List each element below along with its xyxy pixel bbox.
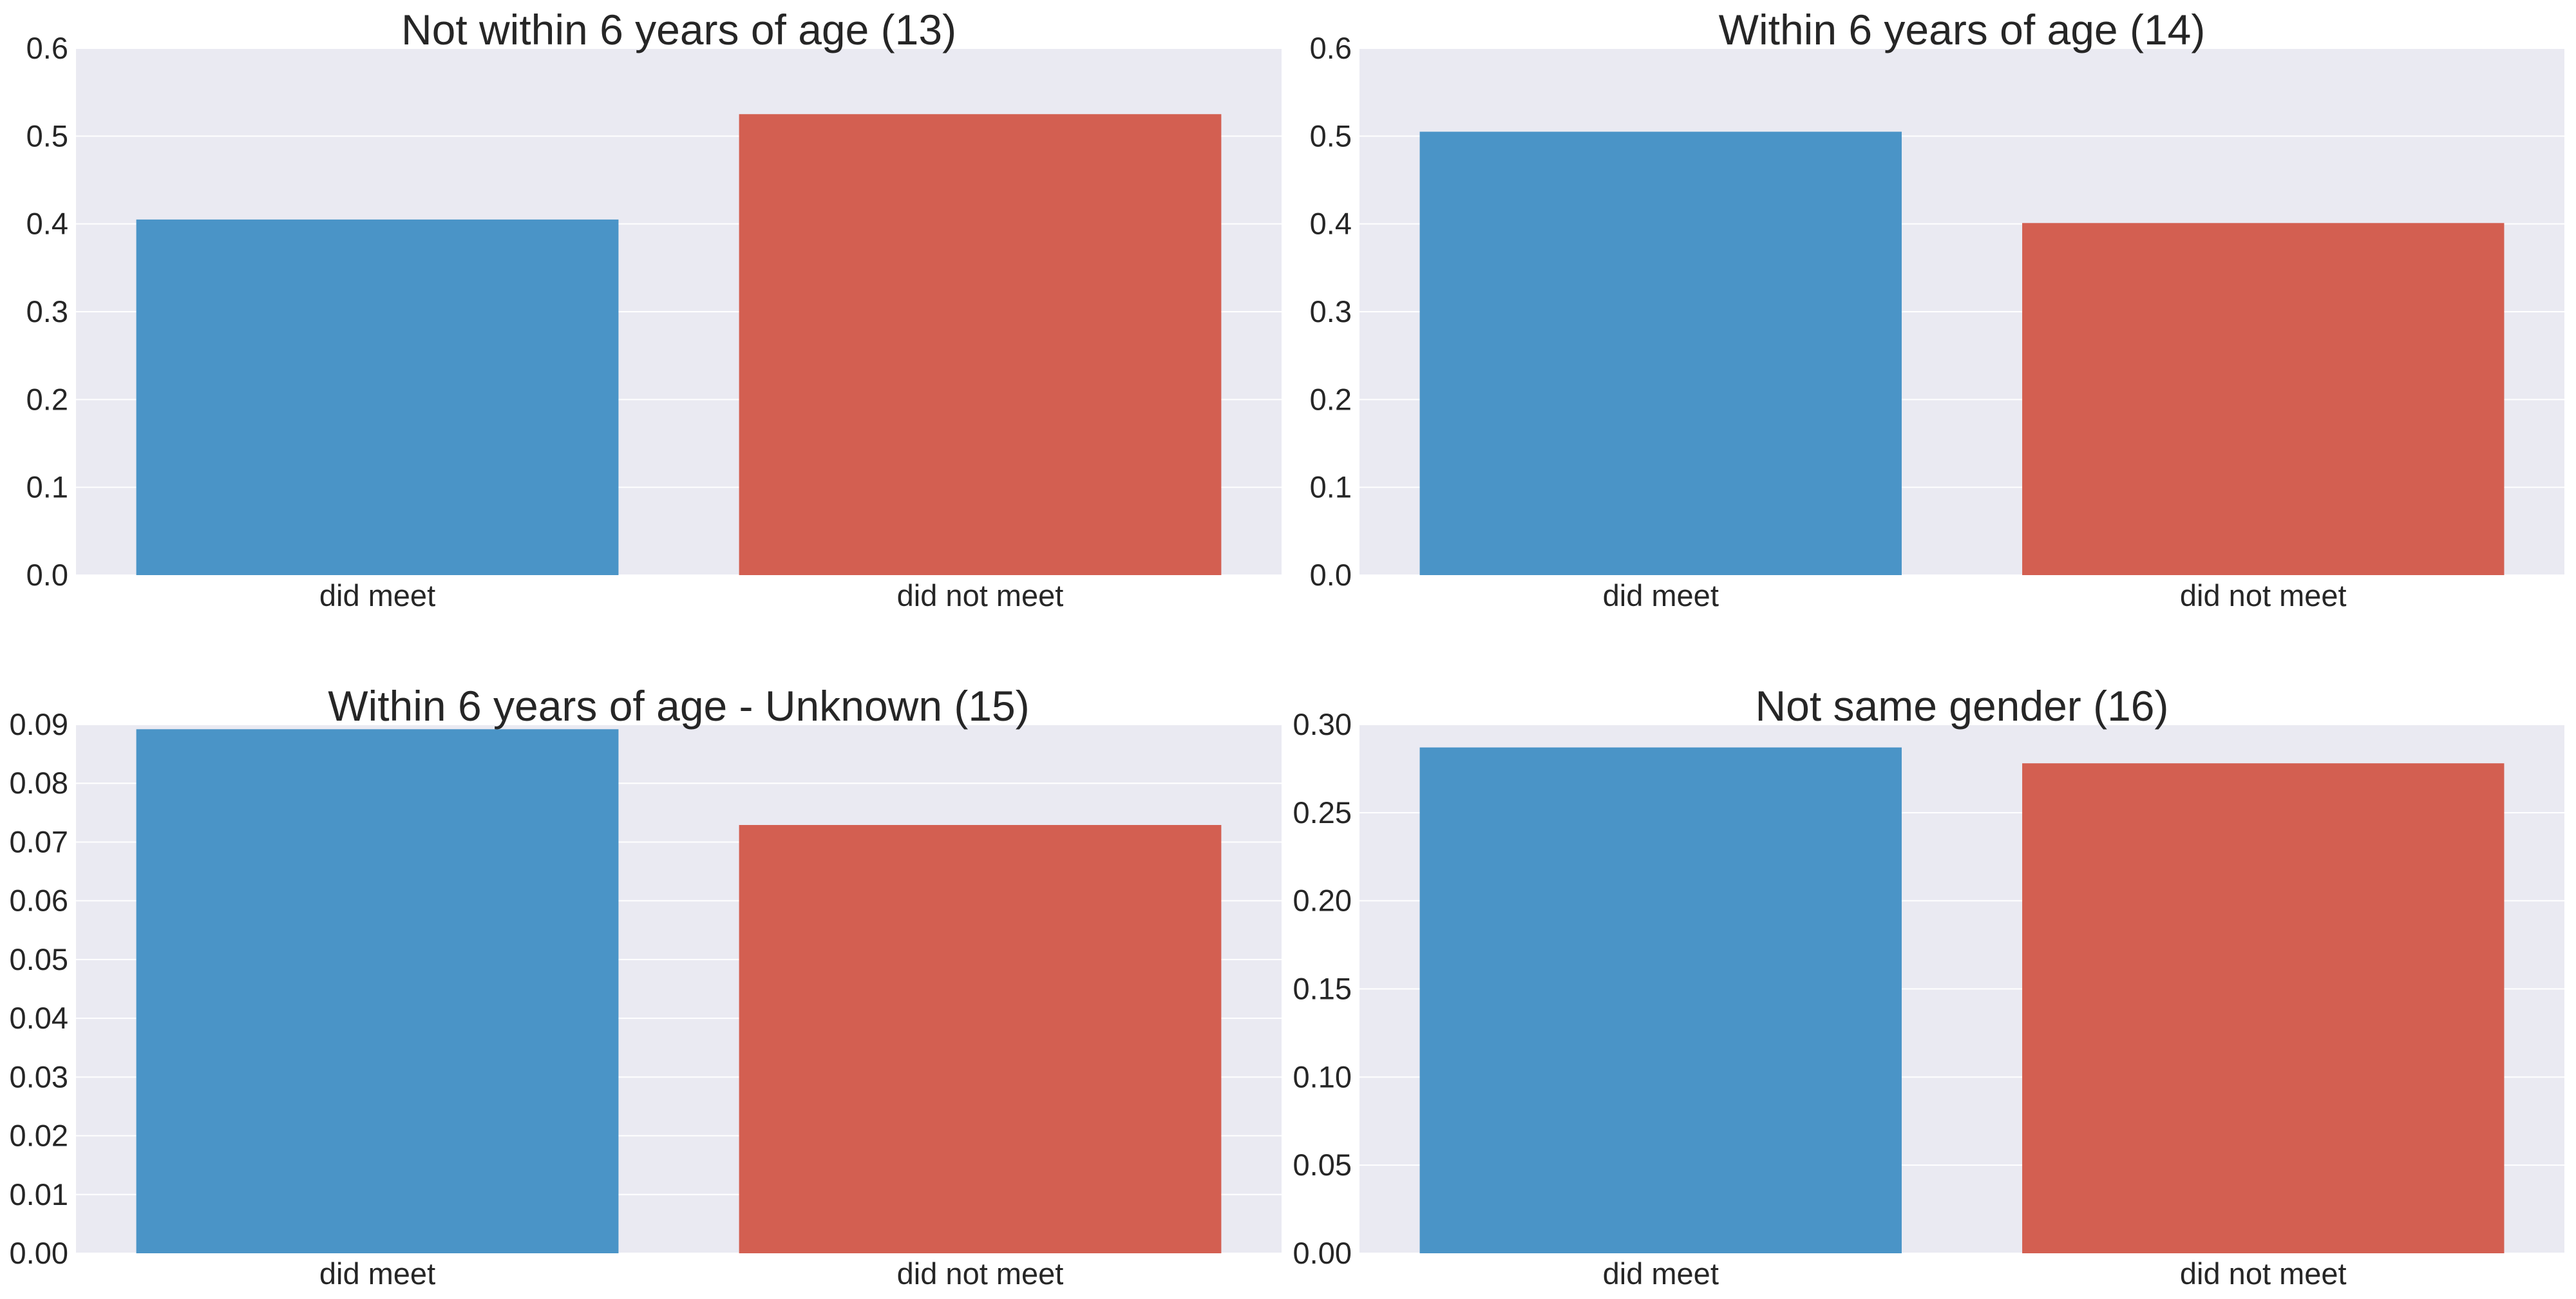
y-tick-label: 0.3 [26,294,68,328]
y-tick-label: 0.09 [10,707,68,741]
y-tick-label: 0.25 [1293,795,1352,830]
y-tick-label: 0.08 [10,766,68,800]
y-tick-label: 0.4 [1310,207,1352,241]
y-tick-label: 0.6 [26,31,68,65]
bar-did-not-meet [739,114,1222,575]
bar-did-meet [136,729,619,1253]
chart-panel-4: 0.00 0.05 0.10 0.15 0.20 0.25 0.30 did meet did … [1293,682,2564,1291]
y-tick-label: 0.03 [10,1059,68,1094]
y-tick-label: 0.04 [10,1001,68,1035]
y-tick-label: 0.2 [1310,382,1352,416]
bar-did-meet [1419,131,1902,575]
y-tick-label: 0.4 [26,207,68,241]
y-tick-label: 0.30 [1293,707,1352,741]
y-tick-label: 0.1 [26,470,68,504]
bar-did-not-meet [2022,223,2505,575]
x-tick-label: did meet [319,1256,435,1291]
chart-panel-2: 0.0 0.1 0.2 0.3 0.4 0.5 0.6 did meet did not mee… [1310,6,2564,612]
x-tick-label: did not meet [897,1256,1064,1291]
x-tick-label: did not meet [2180,1256,2347,1291]
y-tick-label: 0.2 [26,382,68,416]
y-tick-label: 0.0 [1310,558,1352,592]
y-tick-label: 0.5 [1310,119,1352,153]
y-tick-label: 0.1 [1310,470,1352,504]
x-tick-label: did meet [319,578,435,612]
x-tick-label: did meet [1603,1256,1719,1291]
y-tick-label: 0.05 [10,942,68,976]
bar-did-meet [136,219,619,576]
y-tick-label: 0.00 [10,1236,68,1270]
chart-panel-3: 0.00 0.01 0.02 0.03 0.04 0.05 0.06 0.07 0.08 0.09… [10,682,1282,1291]
chart-title: Within 6 years of age - Unknown (15) [328,682,1029,730]
y-tick-label: 0.3 [1310,294,1352,328]
bar-did-meet [1419,747,1902,1253]
y-tick-label: 0.07 [10,824,68,858]
chart-panel-1: 0.0 0.1 0.2 0.3 0.4 0.5 0.6 did meet did not mee… [26,6,1282,612]
chart-title: Not same gender (16) [1756,682,2169,730]
chart-title: Within 6 years of age (14) [1719,6,2206,53]
x-tick-label: did meet [1603,578,1719,612]
bar-did-not-meet [739,824,1222,1253]
y-tick-label: 0.0 [26,558,68,592]
y-tick-label: 0.05 [1293,1148,1352,1182]
x-tick-label: did not meet [2180,578,2347,612]
y-tick-label: 0.6 [1310,31,1352,65]
y-tick-label: 0.01 [10,1177,68,1211]
chart-title: Not within 6 years of age (13) [401,6,956,53]
y-tick-label: 0.20 [1293,884,1352,918]
y-tick-label: 0.10 [1293,1059,1352,1094]
y-tick-label: 0.15 [1293,972,1352,1006]
y-tick-label: 0.02 [10,1119,68,1153]
x-tick-label: did not meet [897,578,1064,612]
y-tick-label: 0.00 [1293,1236,1352,1270]
bar-did-not-meet [2022,763,2505,1253]
y-tick-label: 0.06 [10,884,68,918]
y-tick-label: 0.5 [26,119,68,153]
